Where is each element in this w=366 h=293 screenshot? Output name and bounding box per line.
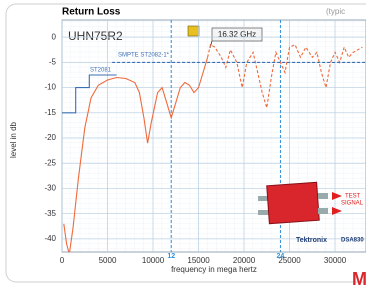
signal-label: SIGNAL bbox=[341, 201, 364, 207]
x-tick-label: 20000 bbox=[233, 256, 256, 265]
y-tick-label: -20 bbox=[44, 133, 56, 142]
y-tick-label: 0 bbox=[52, 32, 57, 41]
connector bbox=[318, 193, 328, 199]
y-tick-label: -10 bbox=[44, 83, 56, 92]
instrument-label: DSA830 bbox=[341, 238, 364, 244]
marker-icon bbox=[188, 26, 199, 36]
y-tick-label: -35 bbox=[44, 209, 56, 218]
test-label: TEST bbox=[345, 194, 361, 200]
corner-logo: M bbox=[352, 269, 366, 288]
y-tick-label: -25 bbox=[44, 158, 56, 167]
brand-label: Tektronix bbox=[296, 237, 327, 244]
st2081-label: ST2081 bbox=[90, 68, 112, 74]
chart-title: Return Loss bbox=[62, 7, 121, 18]
st2082-label: SMPTE ST2082-1* bbox=[118, 53, 170, 59]
x-tick-label: 5000 bbox=[99, 256, 117, 265]
y-tick-label: -40 bbox=[44, 234, 56, 243]
marker-label: 16.32 GHz bbox=[218, 30, 256, 39]
y-tick-label: -30 bbox=[44, 184, 56, 193]
reference-label: 12 bbox=[167, 253, 175, 260]
device-body bbox=[267, 182, 320, 223]
x-tick-label: 10000 bbox=[142, 256, 165, 265]
y-tick-label: -5 bbox=[49, 57, 57, 66]
x-axis-label: frequency in mega hertz bbox=[171, 265, 257, 274]
y-axis-label: level in db bbox=[9, 121, 18, 158]
y-tick-label: -15 bbox=[44, 108, 56, 117]
x-tick-label: 0 bbox=[60, 256, 65, 265]
subtitle: (typic bbox=[326, 7, 345, 16]
page: Return Loss (typic UHN75R2 SMPTE ST2082-… bbox=[0, 0, 366, 288]
chart: Return Loss (typic UHN75R2 SMPTE ST2082-… bbox=[0, 0, 366, 288]
reference-label: 24 bbox=[277, 253, 285, 260]
model-label: UHN75R2 bbox=[68, 29, 123, 43]
x-tick-label: 15000 bbox=[187, 256, 210, 265]
connector bbox=[318, 208, 328, 214]
x-tick-label: 30000 bbox=[324, 256, 347, 265]
